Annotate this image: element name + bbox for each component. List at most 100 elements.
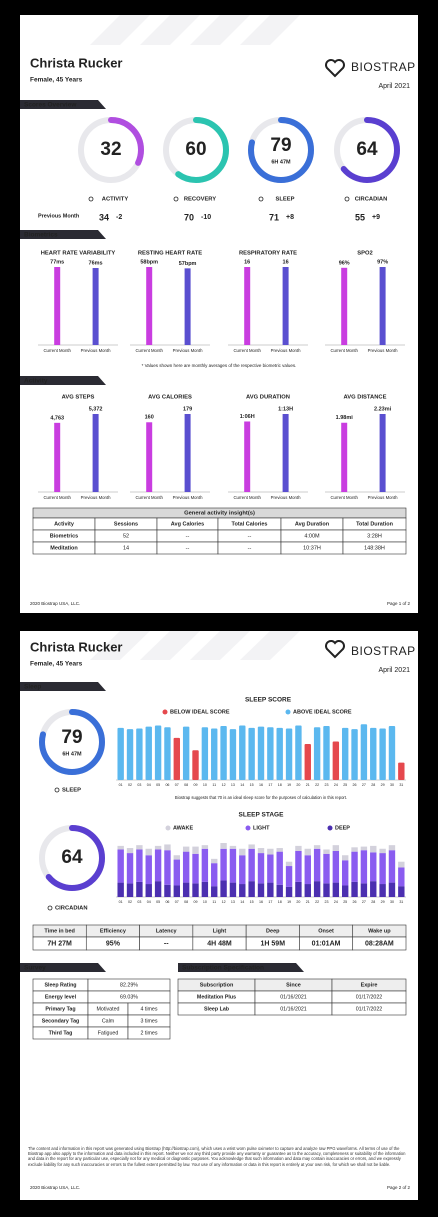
category-label: 22 [315,900,319,904]
category-label: Previous Month [173,495,203,500]
bar [117,727,124,780]
subtitle: Female, 45 Years [30,661,83,668]
brand: BIOSTRAP [351,60,416,74]
section-bar [178,963,304,972]
bar [244,421,251,492]
bar-segment [313,848,321,882]
bar-segment [211,858,218,864]
category-label: Previous Month [81,348,111,353]
score-icon [344,196,350,202]
category-label: 15 [250,783,254,787]
section-title: Subscription Specification [182,964,264,971]
category-label: 23 [324,783,328,787]
bar-segment [276,848,283,852]
category-label: 05 [156,900,160,904]
category-label: 17 [268,900,272,904]
legend-label: DEEP [335,825,350,831]
value-label: 16 [244,259,250,265]
bar-segment [145,848,152,856]
bar-segment [370,845,377,853]
bar [182,726,190,780]
bar-segment [201,845,209,849]
bar-segment [239,848,246,856]
category-label: 18 [278,900,282,904]
bar-segment [398,867,405,887]
category-label: Previous Month [271,348,301,353]
table-text: 4 times [140,1006,157,1012]
category-label: 10 [203,783,207,787]
bar-segment [229,882,237,897]
bar-segment [351,851,358,882]
bar-segment [117,882,124,897]
table-text: 52 [123,533,129,539]
bar-segment [239,855,246,885]
category-label: 16 [259,900,263,904]
logo [325,59,345,78]
category-label: 14 [240,783,244,787]
table-text: 01/17/2022 [356,994,383,1000]
table-header-text: Latency [156,928,178,934]
chart-title: AVG CALORIES [148,395,192,401]
bar [211,728,218,780]
bar-segment [388,882,396,897]
score-sub: 6H 47M [271,159,291,165]
score-label: SLEEP [62,788,81,794]
bar [282,414,289,492]
name: Christa Rucker [30,55,122,70]
value-label: 1.98mi [336,415,354,421]
table-text: 3 times [140,1018,157,1024]
bar [145,726,152,780]
category-label: 23 [324,900,328,904]
bar-segment [313,881,321,897]
category-label: 03 [137,900,141,904]
change-value: +9 [372,214,380,221]
score-icon [47,905,53,911]
bar-segment [360,850,368,884]
bar [379,728,386,780]
table-text: Meditation Plus [197,994,236,1000]
bar-segment [164,850,171,885]
category-label: 26 [353,783,357,787]
table-text: -- [186,545,190,551]
category-label: 02 [128,900,132,904]
bar-segment [285,866,293,887]
category-label: Current Month [330,495,358,500]
category-label: Current Month [233,348,261,353]
bar [295,725,302,780]
table-text: Calm [102,1018,115,1024]
score-label: CIRCADIAN [355,197,388,203]
bar [54,422,61,492]
legend-swatch [165,825,171,831]
category-label: 22 [315,783,319,787]
bar [379,414,386,492]
category-label: 03 [137,783,141,787]
bar-segment [388,850,396,883]
value-label: 97% [377,259,388,265]
footer-left: 2020 Biostrap USA, LLC. [30,601,80,606]
note: * Values shown here are monthly averages… [142,363,297,368]
table-header-text: Avg Calories [171,521,204,527]
legend-swatch [327,825,333,831]
bar-segment [126,853,134,884]
category-label: 12 [222,900,226,904]
bar-segment [164,884,171,897]
bar [379,267,386,345]
bar-segment [295,881,302,897]
bar [54,267,61,345]
bar-segment [398,886,405,897]
category-label: 26 [353,900,357,904]
bar-segment [267,848,274,855]
bar [146,422,153,492]
change-value: -2 [116,214,122,221]
table-text: 4H 48M [207,940,232,947]
score-value: 64 [61,847,83,868]
bar [248,727,255,780]
category-label: 07 [175,783,179,787]
bar-segment [248,848,255,882]
table-text: Meditation [50,545,78,551]
bar-segment [126,883,134,897]
category-label: 19 [287,900,291,904]
ring-arc [334,117,400,183]
category-label: 11 [212,783,216,787]
